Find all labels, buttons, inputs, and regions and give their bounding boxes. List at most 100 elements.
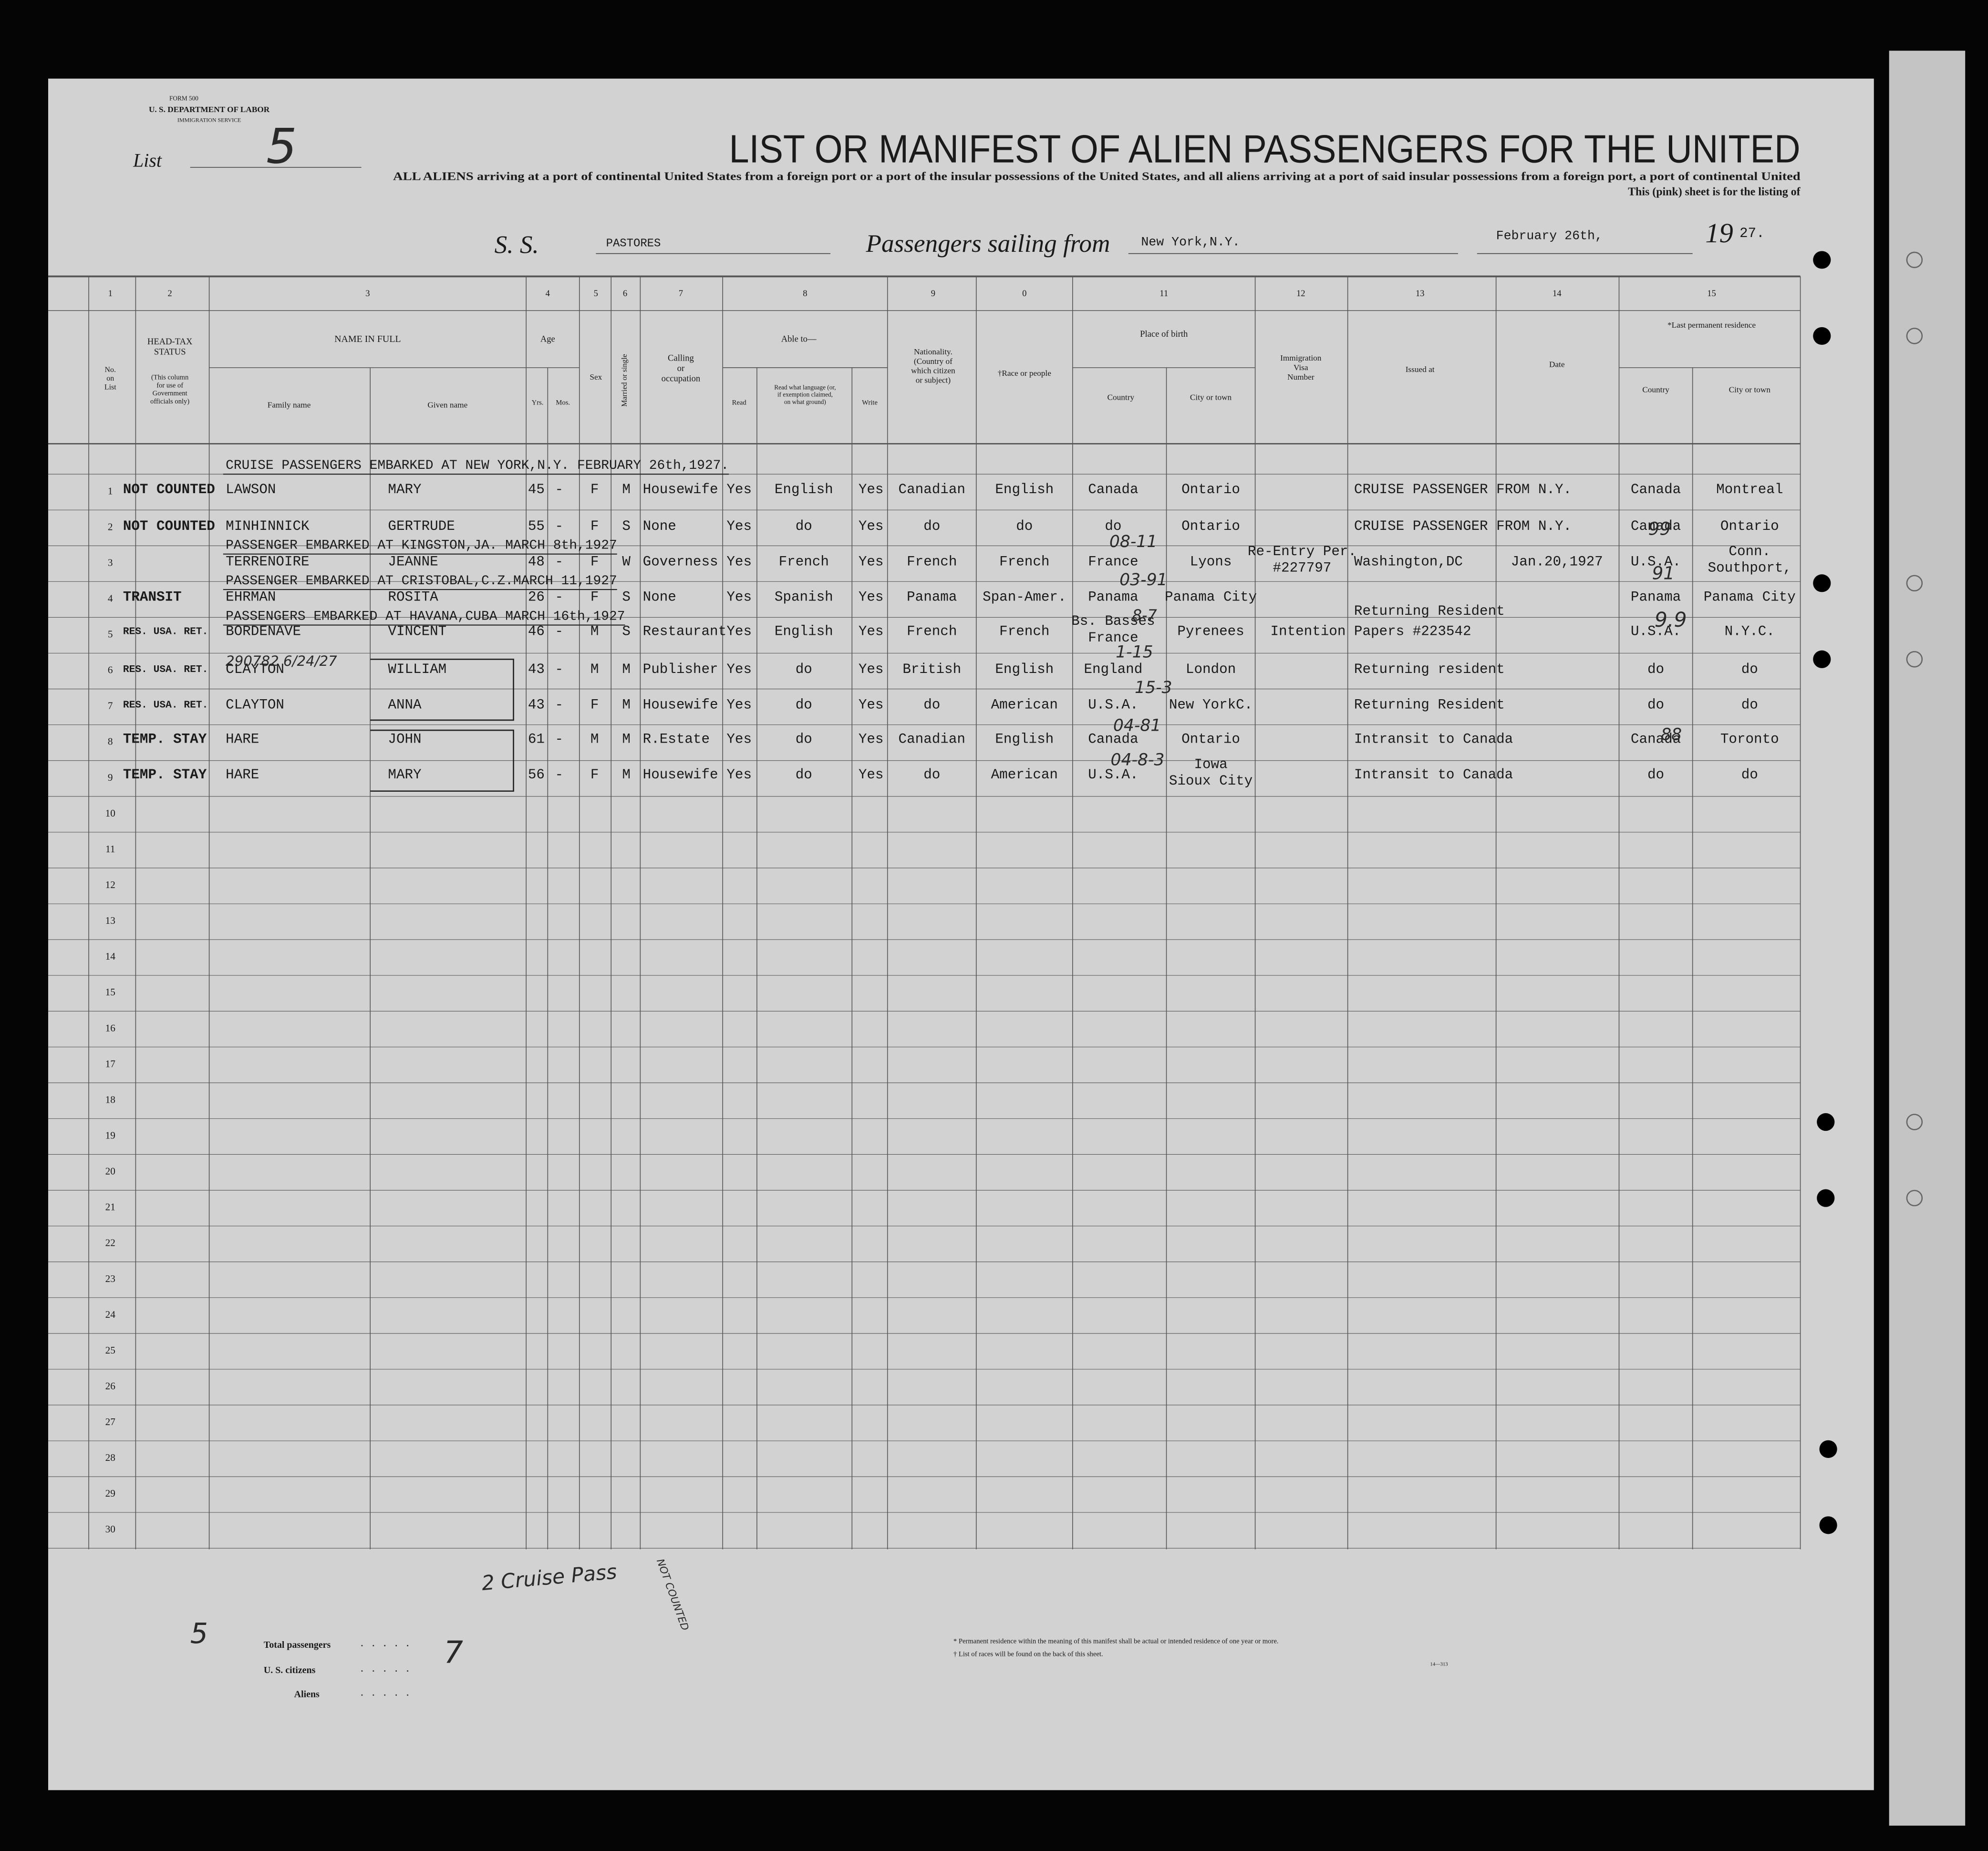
column-header: No.	[105, 366, 116, 374]
column-header: Government	[153, 390, 187, 397]
handwritten-note: 290782 6/24/27	[226, 653, 337, 669]
line-number: 30	[105, 1523, 115, 1535]
column-header: which citizen	[911, 366, 955, 375]
entry-given: JOHN	[388, 731, 421, 747]
entry-birth-country: France	[1088, 630, 1138, 646]
column-header: Age	[540, 334, 555, 344]
handwritten-note: 1-15	[1116, 642, 1153, 662]
entry-occupation: Housewife	[643, 767, 718, 783]
entry-age: 56	[528, 767, 545, 783]
handwritten-note: 99	[1648, 518, 1671, 539]
entry-res-city: do	[1741, 662, 1758, 677]
entry-married: M	[622, 482, 631, 497]
entry-res-city: Panama City	[1704, 589, 1796, 605]
entry-occupation: None	[643, 518, 676, 534]
entry-res-country: Canada	[1631, 731, 1681, 747]
entry-res-city: Toronto	[1720, 731, 1779, 747]
entry-nationality: do	[923, 767, 940, 783]
entry-birth-country: Canada	[1088, 482, 1138, 497]
entry-res-city: N.Y.C.	[1725, 624, 1775, 640]
entry-issued-at: Intransit to Canada	[1354, 767, 1513, 783]
column-header: Immigration	[1280, 353, 1322, 362]
column-header: Place of birth	[1140, 329, 1188, 339]
line-number: 7	[108, 700, 113, 712]
entry-race: French	[999, 554, 1049, 569]
ss-label: S. S.	[495, 231, 539, 259]
handwritten-note: 8-7	[1132, 606, 1157, 624]
faded-holes	[1906, 251, 1923, 1207]
entry-language: Spanish	[775, 589, 833, 605]
entry-married: M	[622, 662, 631, 677]
column-number: 7	[679, 289, 683, 299]
entry-sex: F	[590, 482, 599, 497]
column-number: 15	[1707, 289, 1716, 299]
entry-res-country: Canada	[1631, 518, 1681, 534]
entry-issued-at: Washington,DC	[1354, 554, 1463, 569]
entry-write: Yes	[859, 697, 884, 713]
handwritten-note: 9.9	[1655, 609, 1687, 632]
column-header: occupation	[662, 373, 701, 383]
entry-age: 48	[528, 554, 545, 569]
line-number: 29	[105, 1488, 115, 1499]
entry-birth-country: Bs. Basses	[1071, 613, 1155, 629]
section-heading: PASSENGER EMBARKED AT KINGSTON,JA. MARCH…	[226, 538, 617, 553]
entry-given: WILLIAM	[388, 662, 446, 677]
entry-language: do	[796, 518, 812, 534]
entry-visa: #227797	[1273, 560, 1332, 576]
entry-birth-city: Ontario	[1181, 731, 1240, 747]
sailing-label: Passengers sailing from	[866, 230, 1110, 258]
entry-read: Yes	[726, 518, 752, 534]
port: New York,N.Y.	[1141, 235, 1240, 249]
column-number: 8	[803, 289, 807, 299]
column-header: Country	[1108, 393, 1135, 402]
column-number: 12	[1296, 289, 1305, 299]
entry-res-city: do	[1741, 697, 1758, 713]
column-number: 3	[365, 289, 370, 299]
entry-race: French	[999, 624, 1049, 640]
line-number: 14	[105, 951, 116, 962]
entry-family: LAWSON	[226, 482, 276, 497]
total-label: U. S. citizens	[264, 1665, 316, 1675]
column-header: (Country of	[914, 357, 953, 366]
column-header: if exemption claimed,	[777, 391, 833, 398]
footnote: † List of races will be found on the bac…	[953, 1650, 1103, 1658]
column-header: Able to—	[781, 334, 817, 344]
entry-married: M	[622, 697, 631, 713]
total-label: Aliens	[294, 1689, 320, 1700]
entry-res-city: do	[1741, 767, 1758, 783]
entry-nationality: Canadian	[899, 482, 965, 497]
entry-res-country: Panama	[1631, 589, 1681, 605]
head-tax-status: TEMP. STAY	[123, 731, 207, 747]
total-label: Total passengers	[264, 1640, 331, 1650]
entry-birth-city: Panama City	[1165, 589, 1257, 605]
service: IMMIGRATION SERVICE	[177, 116, 241, 123]
title: LIST OR MANIFEST OF ALIEN PASSENGERS FOR…	[729, 127, 1800, 171]
entry-issued-at: CRUISE PASSENGER FROM N.Y.	[1354, 518, 1572, 534]
column-header: Married or single	[621, 354, 629, 407]
entry-nationality: Canadian	[899, 731, 965, 747]
entry-res-city: Southport,	[1708, 560, 1791, 576]
head-tax-status: RES. USA. RET.	[123, 664, 208, 675]
entry-nationality: do	[923, 518, 940, 534]
entry-sex: M	[590, 624, 599, 640]
entry-res-city: Ontario	[1720, 518, 1779, 534]
year-suffix: 27.	[1740, 226, 1765, 241]
punch-holes	[1813, 251, 1837, 1534]
line-number: 19	[105, 1129, 115, 1141]
entry-nationality: French	[907, 624, 957, 640]
entry-family: TERRENOIRE	[226, 554, 309, 569]
line-number: 22	[105, 1237, 115, 1249]
department: U. S. DEPARTMENT OF LABOR	[149, 105, 270, 114]
line-number: 16	[105, 1022, 115, 1034]
column-header: NAME IN FULL	[334, 334, 401, 344]
entry-family: BORDENAVE	[226, 624, 301, 640]
entry-birth-city: Iowa	[1194, 757, 1227, 773]
entry-married: S	[622, 518, 631, 534]
entry-given: JEANNE	[388, 554, 438, 569]
entry-write: Yes	[859, 731, 884, 747]
entry-months: -	[555, 482, 563, 497]
line-number: 24	[105, 1309, 116, 1320]
entry-visa: Intention Papers #223542	[1270, 624, 1471, 640]
entry-occupation: Housewife	[643, 697, 718, 713]
entry-race: do	[1016, 518, 1033, 534]
